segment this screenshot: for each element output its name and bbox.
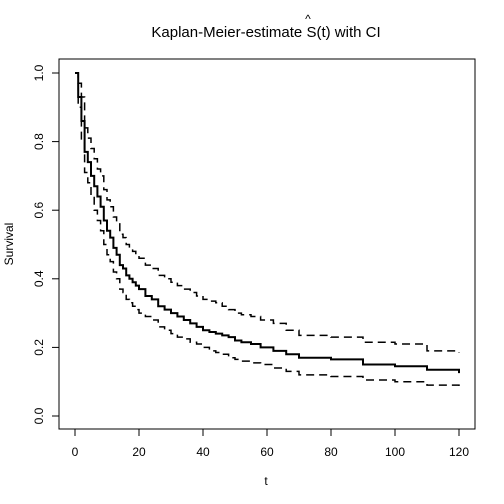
x-tick-label: 80: [324, 445, 338, 459]
y-tick-label: 1.0: [32, 64, 46, 81]
x-tick-label: 120: [449, 445, 469, 459]
y-tick-label: 0.4: [32, 270, 46, 287]
x-tick-label: 60: [260, 445, 274, 459]
y-axis: 0.0 0.2 0.4 0.6 0.8 1.0: [32, 64, 60, 424]
x-axis-label: t: [264, 474, 268, 488]
y-tick-label: 0.0: [32, 407, 46, 424]
chart-title-symbol: S: [306, 24, 316, 41]
upper-ci-line: [75, 72, 460, 353]
estimate-line: [75, 72, 460, 374]
y-axis-label: Survival: [2, 223, 16, 266]
x-tick-label: 100: [385, 445, 405, 459]
y-tick-label: 0.8: [32, 133, 46, 150]
plot-frame: [58, 58, 476, 430]
x-tick-label: 20: [132, 445, 146, 459]
y-tick-label: 0.6: [32, 202, 46, 219]
y-tick-label: 0.2: [32, 339, 46, 356]
x-tick-label: 40: [196, 445, 210, 459]
x-axis: 0 20 40 60 80 100 120: [72, 428, 469, 459]
series-layer: [75, 72, 460, 387]
chart-title: Kaplan-Meier-estimate S(t) with CI: [151, 24, 380, 41]
lower-ci-line: [75, 72, 460, 387]
chart-title-hat: ^: [305, 12, 311, 26]
x-tick-label: 0: [72, 445, 79, 459]
